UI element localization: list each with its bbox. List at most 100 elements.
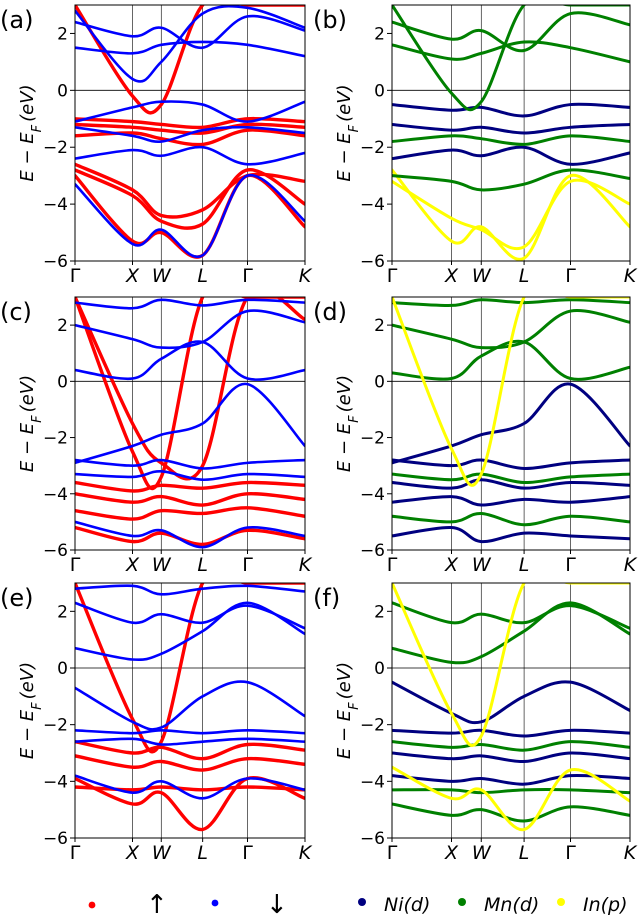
band-mn-d-1 bbox=[392, 472, 630, 485]
band-in-p-steep bbox=[392, 297, 630, 487]
band-in-p-1 bbox=[392, 168, 630, 261]
panel-label: (f) bbox=[313, 584, 340, 612]
y-tick-label: −6 bbox=[360, 829, 385, 849]
x-tick-label: L bbox=[197, 265, 208, 287]
x-tick-label: K bbox=[299, 842, 313, 864]
x-tick-label: W bbox=[152, 554, 172, 576]
band-ni-d-2 bbox=[392, 478, 630, 490]
bands bbox=[75, 297, 305, 549]
x-tick-label: Γ bbox=[70, 842, 81, 864]
panel-label: (c) bbox=[0, 298, 32, 326]
band-in-p-1 bbox=[392, 765, 630, 832]
band-ni-d-1 bbox=[392, 122, 630, 135]
y-tick-label: −4 bbox=[43, 485, 68, 505]
y-tick-label: −2 bbox=[43, 429, 68, 449]
band-down-3 bbox=[75, 125, 305, 143]
y-tick-label: −2 bbox=[360, 429, 385, 449]
panel-2: 20−2−4−6Γ X W L Γ KE − EF(eV)(c) bbox=[0, 296, 313, 576]
band-down-6 bbox=[75, 601, 305, 630]
x-tick-label: K bbox=[624, 554, 638, 576]
panel-1: 20−2−4−6Γ X W L Γ KE − EF(eV)(b) bbox=[313, 4, 638, 287]
band-in-p-steep bbox=[392, 583, 630, 747]
x-tick-label: Γ bbox=[565, 265, 576, 287]
y-tick-label: 2 bbox=[374, 24, 385, 44]
band-mn-d-2 bbox=[392, 511, 630, 527]
bands bbox=[392, 5, 630, 261]
legend-marker-6 bbox=[557, 898, 565, 906]
panel-5: 20−2−4−6Γ X W L Γ KE − EF(eV)(f) bbox=[313, 582, 638, 864]
legend-marker-0 bbox=[88, 901, 96, 909]
band-up-steep-2 bbox=[75, 297, 305, 481]
band-down-2 bbox=[75, 469, 305, 482]
panel-label: (b) bbox=[313, 6, 347, 34]
figure-legend: ↑ ↓ Ni(d) Mn(d) In(p) bbox=[88, 890, 628, 920]
y-tick-label: 0 bbox=[374, 81, 385, 101]
bands bbox=[392, 583, 630, 832]
band-ni-d-4 bbox=[392, 773, 630, 786]
band-up-2 bbox=[75, 168, 305, 230]
band-ni-d-5 bbox=[392, 526, 630, 544]
x-tick-label: K bbox=[299, 265, 313, 287]
y-axis-label: E − EF(eV) bbox=[334, 662, 362, 759]
bands bbox=[392, 297, 630, 544]
x-tick-label: Γ bbox=[387, 842, 398, 864]
x-tick-label: W bbox=[472, 265, 492, 287]
legend-marker-4 bbox=[358, 898, 366, 906]
band-ni-d-1 bbox=[392, 728, 630, 738]
panel-3: 20−2−4−6Γ X W L Γ KE − EF(eV)(d) bbox=[313, 296, 638, 576]
x-tick-label: K bbox=[299, 554, 313, 576]
band-up-4 bbox=[75, 116, 305, 130]
x-tick-label: X bbox=[125, 554, 140, 576]
bands bbox=[75, 5, 305, 259]
band-mn-d-2 bbox=[392, 168, 630, 192]
y-axis-label: E − EF(eV) bbox=[17, 375, 45, 472]
y-tick-label: −6 bbox=[43, 252, 68, 272]
legend-label-5: Mn(d) bbox=[484, 894, 539, 916]
band-down-7 bbox=[75, 5, 305, 83]
band-ni-d-1 bbox=[392, 458, 630, 470]
plot-frame bbox=[74, 296, 306, 551]
band-down-5 bbox=[75, 40, 305, 58]
y-tick-label: −4 bbox=[43, 195, 68, 215]
plot-frame bbox=[391, 296, 631, 551]
band-up-steep bbox=[75, 583, 305, 754]
x-tick-label: X bbox=[444, 554, 459, 576]
x-tick-label: X bbox=[444, 842, 459, 864]
plot-frame bbox=[74, 582, 306, 839]
band-up-5 bbox=[75, 128, 305, 147]
band-mn-d-1 bbox=[392, 134, 630, 146]
x-tick-label: L bbox=[197, 842, 208, 864]
y-tick-label: 0 bbox=[374, 372, 385, 392]
y-tick-label: 2 bbox=[57, 24, 68, 44]
y-tick-label: −4 bbox=[360, 195, 385, 215]
band-down-1 bbox=[75, 174, 305, 259]
bands bbox=[75, 583, 305, 832]
band-up-4 bbox=[75, 776, 305, 832]
legend-marker-5 bbox=[458, 898, 466, 906]
y-tick-label: 0 bbox=[57, 659, 68, 679]
x-tick-label: Γ bbox=[242, 265, 253, 287]
band-mn-d-2 bbox=[392, 787, 630, 795]
y-tick-label: −6 bbox=[43, 829, 68, 849]
band-mn-d-4 bbox=[392, 601, 630, 630]
band-down-4 bbox=[75, 100, 305, 123]
band-mn-d-1 bbox=[392, 740, 630, 752]
band-down-7 bbox=[75, 584, 305, 596]
band-ni-d-3 bbox=[392, 680, 630, 725]
y-tick-label: −4 bbox=[360, 772, 385, 792]
y-tick-label: 2 bbox=[57, 602, 68, 622]
y-tick-label: −2 bbox=[360, 138, 385, 158]
band-ni-d-2 bbox=[392, 102, 630, 118]
x-tick-label: Γ bbox=[565, 842, 576, 864]
legend-label-3: ↓ bbox=[266, 890, 288, 920]
y-tick-label: −6 bbox=[360, 541, 385, 561]
y-tick-label: −6 bbox=[43, 541, 68, 561]
legend-label-6: In(p) bbox=[583, 894, 628, 916]
x-tick-label: K bbox=[624, 842, 638, 864]
band-in-p-2 bbox=[392, 178, 630, 251]
band-mn-d-5 bbox=[392, 298, 630, 307]
panel-label: (d) bbox=[313, 298, 347, 326]
band-down-2 bbox=[75, 737, 305, 746]
y-tick-label: 2 bbox=[57, 316, 68, 336]
y-tick-label: 0 bbox=[57, 81, 68, 101]
